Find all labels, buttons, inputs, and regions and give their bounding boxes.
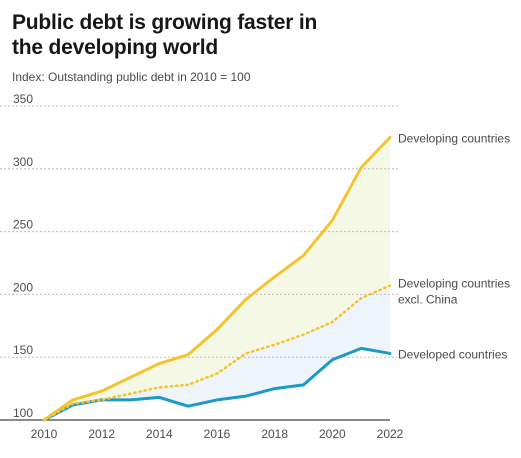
chart-title: Public debt is growing faster in the dev… [12,11,318,59]
y-tick-label-150: 150 [13,343,33,357]
series-line-developing-countries [42,135,392,422]
x-tick-label-2010: 2010 [31,427,58,441]
x-tick-label-2012: 2012 [88,427,115,441]
x-tick-label-2014: 2014 [146,427,173,441]
y-tick-label-100: 100 [13,406,33,420]
x-tick-label-2016: 2016 [204,427,231,441]
y-tick-label-200: 200 [13,280,33,294]
chart-subtitle: Index: Outstanding public debt in 2010 =… [12,70,251,84]
series-label-developing-excl-china-line-2: excl. China [398,293,458,307]
series-label-developing-countries: Developing countries [398,131,510,145]
area-fills [44,137,390,420]
area-developing-band [44,137,390,420]
x-tick-label-2022: 2022 [377,427,404,441]
series-line-developing-excl-china [42,284,392,422]
y-tick-label-300: 300 [13,155,33,169]
y-tick-label-350: 350 [13,92,33,106]
series-label-developing-excl-china-line-1: Developing countries [398,277,510,291]
x-tick-label-2018: 2018 [261,427,288,441]
series-label-developed-countries: Developed countries [398,347,507,361]
axis-and-series-labels: 100 150 200 250 300 350 2010 2012 2014 2016 2018 20… [13,92,510,441]
area-excl-china-band [44,285,390,420]
gridlines [0,105,400,421]
series-line-developed-countries [42,346,392,422]
x-tick-label-2020: 2020 [319,427,346,441]
series-lines [42,135,392,422]
y-tick-label-250: 250 [13,218,33,232]
